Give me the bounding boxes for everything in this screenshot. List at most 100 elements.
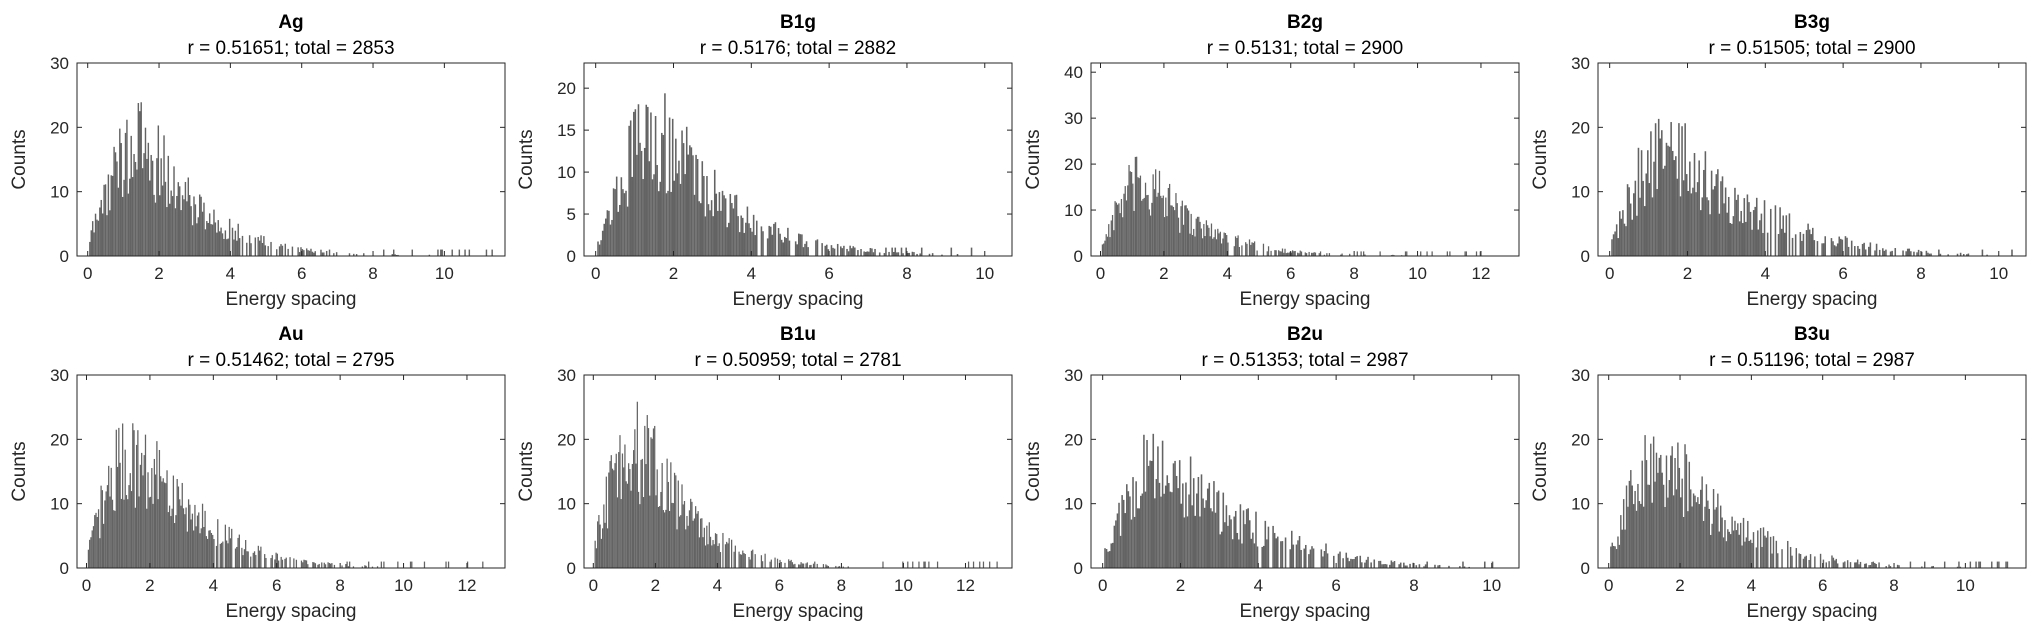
histogram-bar — [184, 181, 187, 256]
histogram-bar — [695, 154, 697, 256]
histogram-bar — [798, 233, 800, 256]
histogram-bar — [1771, 553, 1773, 568]
histogram-bar — [411, 561, 413, 568]
histogram-bar — [1120, 198, 1123, 256]
histogram-bar — [1199, 516, 1201, 568]
histogram-bar — [606, 528, 609, 568]
histogram-bar — [2005, 561, 2007, 568]
subplot-subtitle: r = 0.5131; total = 2900 — [1207, 38, 1404, 59]
histogram-bar — [1687, 191, 1690, 256]
histogram-bar — [654, 425, 656, 568]
histogram-bar — [1217, 228, 1219, 256]
histogram-bar — [1706, 197, 1708, 256]
histogram-bar — [710, 200, 713, 256]
axes-box — [1090, 62, 1520, 257]
histogram-bar — [620, 177, 623, 256]
histogram-bar — [1144, 182, 1147, 256]
y-tick-label: 0 — [60, 559, 69, 578]
histogram-bar — [1160, 496, 1162, 568]
histogram-bar — [1152, 433, 1155, 568]
histogram-bar — [686, 515, 688, 568]
y-tick-label: 30 — [1571, 366, 1590, 385]
histogram-bar — [1214, 512, 1217, 568]
histogram-bar — [1642, 506, 1645, 568]
histogram-bar — [1732, 216, 1735, 256]
histogram-bar — [1920, 251, 1923, 256]
histogram-bar — [136, 169, 138, 256]
histogram-bar — [897, 252, 900, 256]
x-tick-label: 8 — [837, 576, 846, 595]
histogram-bar — [762, 231, 764, 256]
histogram-bar — [1242, 510, 1245, 568]
histogram-bar — [1196, 493, 1198, 568]
histogram-bar — [361, 566, 363, 568]
histogram-bar — [1889, 566, 1892, 568]
histogram-bar — [1752, 532, 1755, 568]
histogram-bar — [1729, 223, 1732, 256]
y-tick-label: 20 — [557, 430, 576, 449]
subplot-subtitle: r = 0.5176; total = 2882 — [700, 38, 897, 59]
y-tick-label: 30 — [50, 366, 69, 385]
histogram-bar — [130, 491, 133, 568]
histogram-bar — [1136, 156, 1138, 256]
histogram-bar — [1962, 254, 1965, 256]
histogram-bar — [1780, 228, 1783, 256]
histogram-bar — [1735, 199, 1738, 256]
histogram-bar — [1201, 238, 1204, 256]
y-tick-label: 10 — [557, 163, 576, 182]
histogram-bar — [1140, 495, 1142, 568]
axes-box — [76, 374, 506, 569]
histogram-bar — [1657, 472, 1659, 568]
histogram-bar — [1273, 532, 1276, 568]
histogram-bar — [1652, 436, 1655, 568]
histogram-bar — [900, 247, 903, 256]
y-tick-label: 10 — [50, 495, 69, 514]
histogram-bar — [186, 531, 188, 568]
histogram-bar — [1256, 250, 1258, 256]
histogram-bar — [1280, 541, 1282, 568]
y-tick-label: 30 — [1571, 54, 1590, 73]
histogram-bar — [1645, 173, 1648, 256]
histogram-bar — [182, 508, 185, 568]
y-tick-label: 20 — [1571, 430, 1590, 449]
histogram-bar — [835, 565, 837, 568]
histogram-bar — [1217, 490, 1220, 568]
histogram-bar — [1782, 215, 1784, 256]
histogram-bar — [1748, 202, 1750, 256]
histogram-bar — [284, 558, 286, 568]
histogram-bar — [1878, 562, 1880, 568]
histogram-bar — [1219, 231, 1221, 256]
histogram-bar — [323, 252, 325, 256]
histogram-bar — [1326, 553, 1329, 568]
histogram-bar — [707, 544, 709, 568]
histogram-bar — [1723, 203, 1725, 256]
histogram-bar — [1865, 563, 1867, 568]
histogram-bar — [158, 450, 161, 568]
histogram-bar — [631, 176, 634, 256]
histogram-bar — [822, 564, 825, 568]
histogram-bar — [1959, 566, 1962, 568]
histogram-bar — [1844, 236, 1847, 256]
histogram-bar — [217, 220, 219, 256]
histogram-bar — [1885, 566, 1887, 568]
histogram-bar — [1174, 210, 1176, 256]
histogram-bar — [1979, 561, 1982, 568]
histogram-bar — [1354, 556, 1357, 568]
histogram-bar — [1154, 498, 1156, 568]
histogram-bar — [1141, 493, 1144, 568]
histogram-bar — [854, 247, 856, 256]
histogram-bar — [1220, 531, 1223, 568]
histogram-bar — [157, 125, 160, 256]
histogram-bar — [1928, 253, 1931, 256]
histogram-bar — [659, 506, 661, 568]
histogram-bar — [101, 490, 103, 568]
histogram-bar — [708, 522, 710, 568]
histogram-bar — [1947, 254, 1949, 256]
histogram-bar — [1655, 452, 1658, 568]
histogram-bar — [1252, 242, 1254, 256]
subplot-subtitle: r = 0.50959; total = 2781 — [694, 350, 901, 371]
histogram-bar — [1115, 520, 1117, 568]
histogram-bar — [1722, 537, 1725, 568]
histogram-bar — [241, 547, 243, 568]
